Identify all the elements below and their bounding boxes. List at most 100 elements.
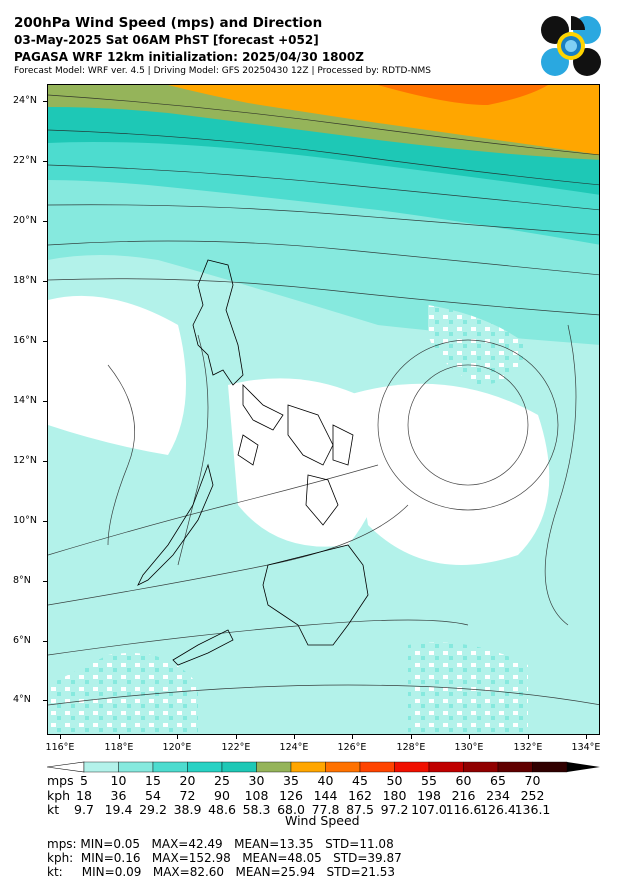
colorbar-mps-value: 35 (283, 773, 299, 788)
lon-label: 126°E (337, 742, 367, 753)
colorbar-kph-value: 54 (145, 788, 161, 803)
colorbar-mps-value: 20 (179, 773, 196, 788)
lon-label: 116°E (45, 742, 75, 753)
colorbar-mps-value: 60 (455, 773, 472, 788)
model-initialization: PAGASA WRF 12km initialization: 2025/04/… (14, 50, 364, 64)
colorbar-kph-value: 144 (313, 788, 338, 803)
colorbar-segment (532, 761, 568, 773)
lat-tick (43, 221, 47, 222)
colorbar (47, 761, 600, 773)
colorbar-kph-value: 234 (486, 788, 510, 803)
colorbar-segment (428, 761, 464, 773)
colorbar-mps-value: 5 (80, 773, 88, 788)
colorbar-kt-value: 38.9 (173, 802, 202, 817)
lon-tick (119, 735, 120, 739)
colorbar-kph-value: 18 (76, 788, 92, 803)
row-label-kph: kph (47, 788, 71, 803)
lat-label: 20°N (13, 215, 37, 226)
colorbar-kt-value: 107.0 (411, 802, 447, 817)
colorbar-segment (221, 761, 257, 773)
lat-tick (43, 341, 47, 342)
colorbar-kph-value: 180 (382, 788, 407, 803)
colorbar-kt-value: 87.5 (346, 802, 374, 817)
colorbar-kph-value: 126 (279, 788, 303, 803)
lat-label: 14°N (13, 395, 37, 406)
lat-label: 8°N (13, 575, 31, 586)
colorbar-kt-value: 77.8 (311, 802, 340, 817)
colorbar-segment (256, 761, 292, 773)
colorbar-extend-max (567, 762, 600, 772)
colorbar-segment (325, 761, 361, 773)
lon-tick (352, 735, 353, 739)
colorbar-segment (290, 761, 326, 773)
stats-kph: kph: MIN=0.16 MAX=152.98 MEAN=48.05 STD=… (47, 851, 402, 865)
lon-tick (236, 735, 237, 739)
colorbar-kph-value: 162 (348, 788, 372, 803)
colorbar-kph-value: 36 (110, 788, 127, 803)
lat-tick (43, 521, 47, 522)
colorbar-kt-value: 19.4 (104, 802, 133, 817)
colorbar-mps-value: 40 (317, 773, 334, 788)
colorbar-mps-value: 10 (110, 773, 127, 788)
lon-label: 120°E (162, 742, 192, 753)
lat-tick (43, 461, 47, 462)
lat-tick (43, 101, 47, 102)
colorbar-mps-value: 65 (490, 773, 506, 788)
colorbar-mps-value: 50 (386, 773, 403, 788)
colorbar-segment (359, 761, 395, 773)
colorbar-kt-value: 116.6 (445, 802, 482, 817)
colorbar-kph-value: 198 (417, 788, 441, 803)
colorbar-kt-value: 136.1 (514, 802, 551, 817)
lon-label: 130°E (454, 742, 484, 753)
wind-map (47, 84, 600, 735)
lon-tick (586, 735, 587, 739)
lon-label: 132°E (513, 742, 543, 753)
colorbar-mps-value: 70 (524, 773, 541, 788)
lat-label: 6°N (13, 635, 31, 646)
lat-label: 4°N (13, 694, 31, 705)
colorbar-kt-value: 97.2 (380, 802, 409, 817)
lat-tick (43, 401, 47, 402)
colorbar-kph-value: 216 (451, 788, 476, 803)
lat-tick (43, 700, 47, 701)
lat-tick (43, 281, 47, 282)
lat-tick (43, 581, 47, 582)
colorbar-kt-value: 48.6 (208, 802, 236, 817)
lat-label: 24°N (13, 95, 37, 106)
colorbar-mps-value: 45 (352, 773, 368, 788)
colorbar-kph-value: 108 (244, 788, 269, 803)
colorbar-mps-value: 30 (248, 773, 265, 788)
lon-tick (177, 735, 178, 739)
colorbar-segment (463, 761, 499, 773)
colorbar-mps-value: 55 (421, 773, 437, 788)
lon-label: 128°E (396, 742, 426, 753)
colorbar-kph-value: 90 (214, 788, 230, 803)
row-label-mps: mps (47, 773, 74, 788)
chart-title: 200hPa Wind Speed (mps) and Direction (14, 15, 323, 31)
lat-label: 16°N (13, 335, 37, 346)
wind-field (48, 85, 599, 734)
forecast-time: 03-May-2025 Sat 06AM PhST [forecast +052… (14, 33, 319, 47)
row-label-kt: kt (47, 802, 60, 817)
colorbar-segment (152, 761, 188, 773)
colorbar-title: Wind Speed (285, 813, 360, 828)
colorbar-kt-value: 9.7 (74, 802, 94, 817)
lat-tick (43, 641, 47, 642)
lon-label: 122°E (221, 742, 251, 753)
lon-tick (528, 735, 529, 739)
lon-tick (469, 735, 470, 739)
colorbar-kph-value: 72 (179, 788, 196, 803)
lon-label: 124°E (279, 742, 309, 753)
lat-tick (43, 161, 47, 162)
pagasa-logo (541, 16, 601, 76)
colorbar-kt-value: 68.0 (277, 802, 305, 817)
lat-label: 18°N (13, 275, 37, 286)
lon-tick (60, 735, 61, 739)
model-info: Forecast Model: WRF ver. 4.5 | Driving M… (14, 66, 431, 76)
lat-label: 22°N (13, 155, 37, 166)
colorbar-segment (187, 761, 223, 773)
lat-label: 10°N (13, 515, 37, 526)
colorbar-kt-value: 126.4 (480, 802, 516, 817)
colorbar-kt-value: 58.3 (242, 802, 271, 817)
colorbar-segment (394, 761, 430, 773)
